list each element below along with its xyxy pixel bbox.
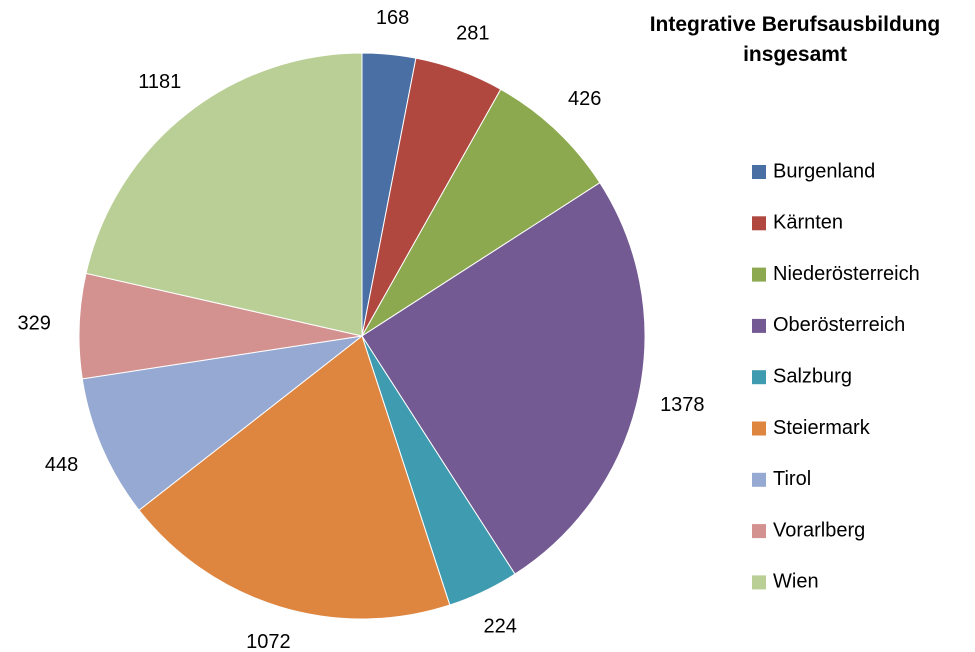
data-label: 448 [45, 454, 78, 476]
legend-swatch [752, 575, 766, 590]
legend-swatch [752, 370, 766, 385]
data-label: 1072 [246, 631, 291, 652]
pie-slice [138, 335, 451, 620]
data-label: 224 [484, 615, 517, 637]
legend-label: Kärnten [773, 212, 843, 234]
pie-slice [361, 88, 601, 337]
pie-slice [85, 52, 363, 337]
data-label: 281 [456, 23, 489, 45]
legend-swatch [752, 421, 766, 436]
pie-slice [361, 182, 646, 575]
data-label: 426 [568, 88, 601, 110]
legend-label: Niederösterreich [773, 263, 920, 285]
legend-label: Steiermark [773, 417, 871, 439]
legend-swatch [752, 472, 766, 487]
chart-title: Integrative Berufsausbildung insgesamt [649, 13, 941, 66]
legend-swatch [752, 267, 766, 282]
data-label: 329 [18, 313, 51, 335]
legend-swatch [752, 216, 766, 231]
legend-label: Vorarlberg [773, 519, 865, 541]
data-label: 168 [376, 7, 409, 29]
legend-label: Burgenland [773, 160, 875, 182]
data-label: 1378 [660, 394, 705, 416]
legend-label: Wien [773, 571, 819, 593]
legend-swatch [752, 165, 766, 179]
legend-swatch [752, 318, 766, 333]
legend-swatch [752, 524, 766, 539]
legend-label: Oberösterreich [773, 314, 905, 336]
pie-slice [81, 335, 364, 511]
legend-label: Salzburg [773, 365, 852, 387]
data-label: 1181 [138, 71, 181, 93]
legend-label: Tirol [773, 468, 811, 490]
